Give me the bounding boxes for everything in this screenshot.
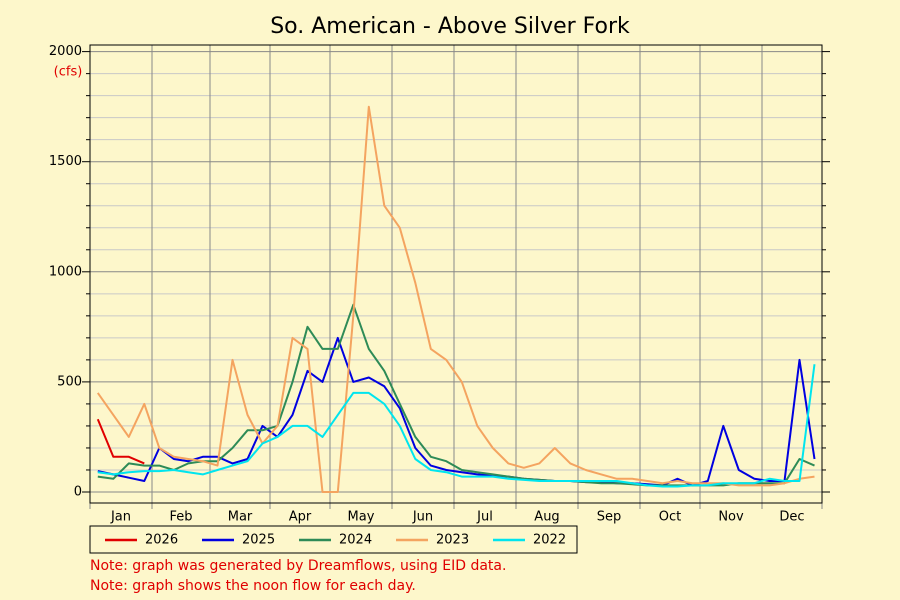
x-tick-label: Feb	[169, 510, 192, 525]
x-tick-label: May	[348, 510, 375, 525]
legend-box	[89, 525, 578, 554]
x-tick-label: Aug	[534, 510, 559, 525]
y-tick-label: 1000	[49, 264, 82, 279]
x-tick-label: Dec	[779, 510, 804, 525]
x-tick-label: Mar	[228, 510, 253, 525]
note: Note: graph shows the noon flow for each…	[90, 578, 416, 594]
y-unit: (cfs)	[54, 65, 83, 80]
y-tick-label: 2000	[49, 44, 82, 59]
x-tick-label: Oct	[659, 510, 681, 525]
legend-label: 2026	[145, 533, 178, 548]
legend-label: 2024	[339, 533, 372, 548]
x-tick-label: Jul	[476, 510, 493, 525]
x-tick-label: Sep	[597, 510, 622, 525]
note: Note: graph was generated by Dreamflows,…	[90, 558, 506, 574]
y-tick-label: 1500	[49, 154, 82, 169]
legend-label: 2022	[533, 533, 566, 548]
y-tick-label: 0	[74, 484, 82, 499]
plot-frame	[89, 44, 823, 504]
x-tick-label: Nov	[718, 510, 744, 525]
legend-label: 2025	[242, 533, 275, 548]
chart-title: So. American - Above Silver Fork	[270, 14, 630, 39]
x-tick-label: Jun	[412, 510, 433, 525]
legend-label: 2023	[436, 533, 469, 548]
series-line	[96, 418, 145, 465]
series-line	[97, 364, 816, 488]
x-tick-label: Apr	[289, 510, 312, 525]
x-tick-label: Jan	[110, 510, 131, 525]
y-tick-label: 500	[57, 374, 82, 389]
series-line	[96, 105, 815, 493]
